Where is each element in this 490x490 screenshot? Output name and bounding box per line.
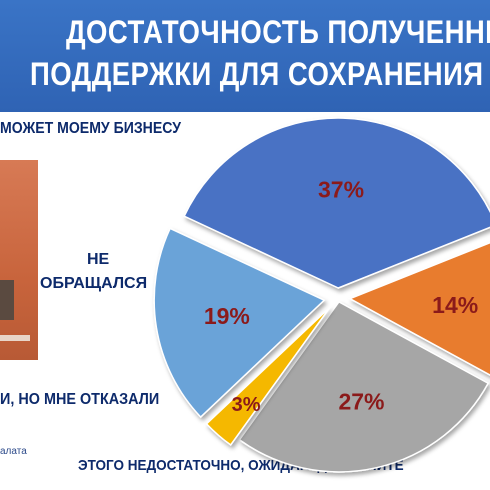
- slice-label-14: 14%: [432, 292, 478, 318]
- slice-label-3: 3%: [232, 394, 261, 416]
- label-not-applied-line1: НЕ: [87, 251, 110, 268]
- pie-slice-27: [238, 300, 490, 473]
- side-photo: [0, 160, 38, 360]
- photo-figure: [0, 280, 14, 320]
- label-not-applied-line2: ОБРАЩАЛСЯ: [40, 275, 148, 292]
- pie-slice-19: [153, 227, 326, 419]
- pie-slice-14: [348, 241, 490, 376]
- pie-slice-3: [205, 306, 331, 446]
- pie-slice-37: [183, 117, 490, 289]
- title-banner: ДОСТАТОЧНОСТЬ ПОЛУЧЕННЫ ПОДДЕРЖКИ ДЛЯ СО…: [0, 0, 490, 112]
- slice-label-27: 27%: [338, 388, 384, 414]
- slice-label-37: 37%: [318, 176, 364, 202]
- slice-label-19: 19%: [204, 303, 250, 329]
- title-line-2: ПОДДЕРЖКИ ДЛЯ СОХРАНЕНИЯ Б: [30, 56, 490, 92]
- photo-desk: [0, 335, 30, 341]
- label-helps-business: МОЖЕТ МОЕМУ БИЗНЕСУ: [0, 120, 181, 137]
- title-line-1: ДОСТАТОЧНОСТЬ ПОЛУЧЕННЫ: [66, 14, 490, 50]
- label-refused: И, НО МНЕ ОТКАЗАЛИ: [0, 391, 160, 408]
- source-text: алата: [0, 446, 27, 457]
